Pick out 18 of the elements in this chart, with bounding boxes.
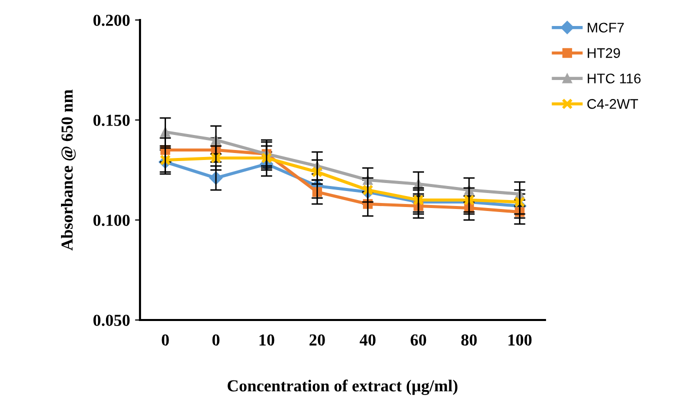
legend-label: C4-2WT bbox=[587, 99, 638, 109]
legend-label: HT29 bbox=[588, 48, 620, 58]
y-tick-label: 0.150 bbox=[93, 114, 130, 126]
x-tick-label: 40 bbox=[360, 334, 376, 346]
x-axis-title: Concentration of extract (µg/ml) bbox=[228, 380, 458, 395]
y-tick-label: 0.050 bbox=[93, 314, 130, 326]
x-tick-label: 100 bbox=[508, 334, 532, 346]
y-tick-label: 0.200 bbox=[93, 14, 130, 26]
y-axis-title: Absorbance @ 650 nm bbox=[60, 90, 76, 251]
y-tick-label: 0.100 bbox=[93, 214, 130, 226]
x-tick-label: 20 bbox=[310, 334, 325, 346]
x-tick-label: 0 bbox=[162, 334, 169, 346]
x-tick-label: 60 bbox=[410, 334, 426, 346]
x-tick-label: 80 bbox=[461, 334, 477, 346]
x-tick-label: 0 bbox=[212, 334, 220, 346]
legend-label: MCF7 bbox=[588, 22, 624, 33]
x-tick-label: 10 bbox=[260, 334, 274, 346]
legend-label: HTC 116 bbox=[588, 74, 641, 84]
